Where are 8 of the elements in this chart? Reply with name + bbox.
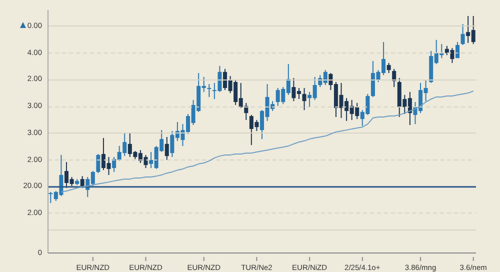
candlestick xyxy=(302,87,306,111)
candlestick xyxy=(164,136,169,160)
candlestick xyxy=(207,84,212,98)
candlestick xyxy=(456,41,460,59)
candlestick xyxy=(80,176,84,189)
candlestick xyxy=(460,24,465,46)
candlestick xyxy=(386,62,391,74)
candlestick xyxy=(96,154,100,174)
